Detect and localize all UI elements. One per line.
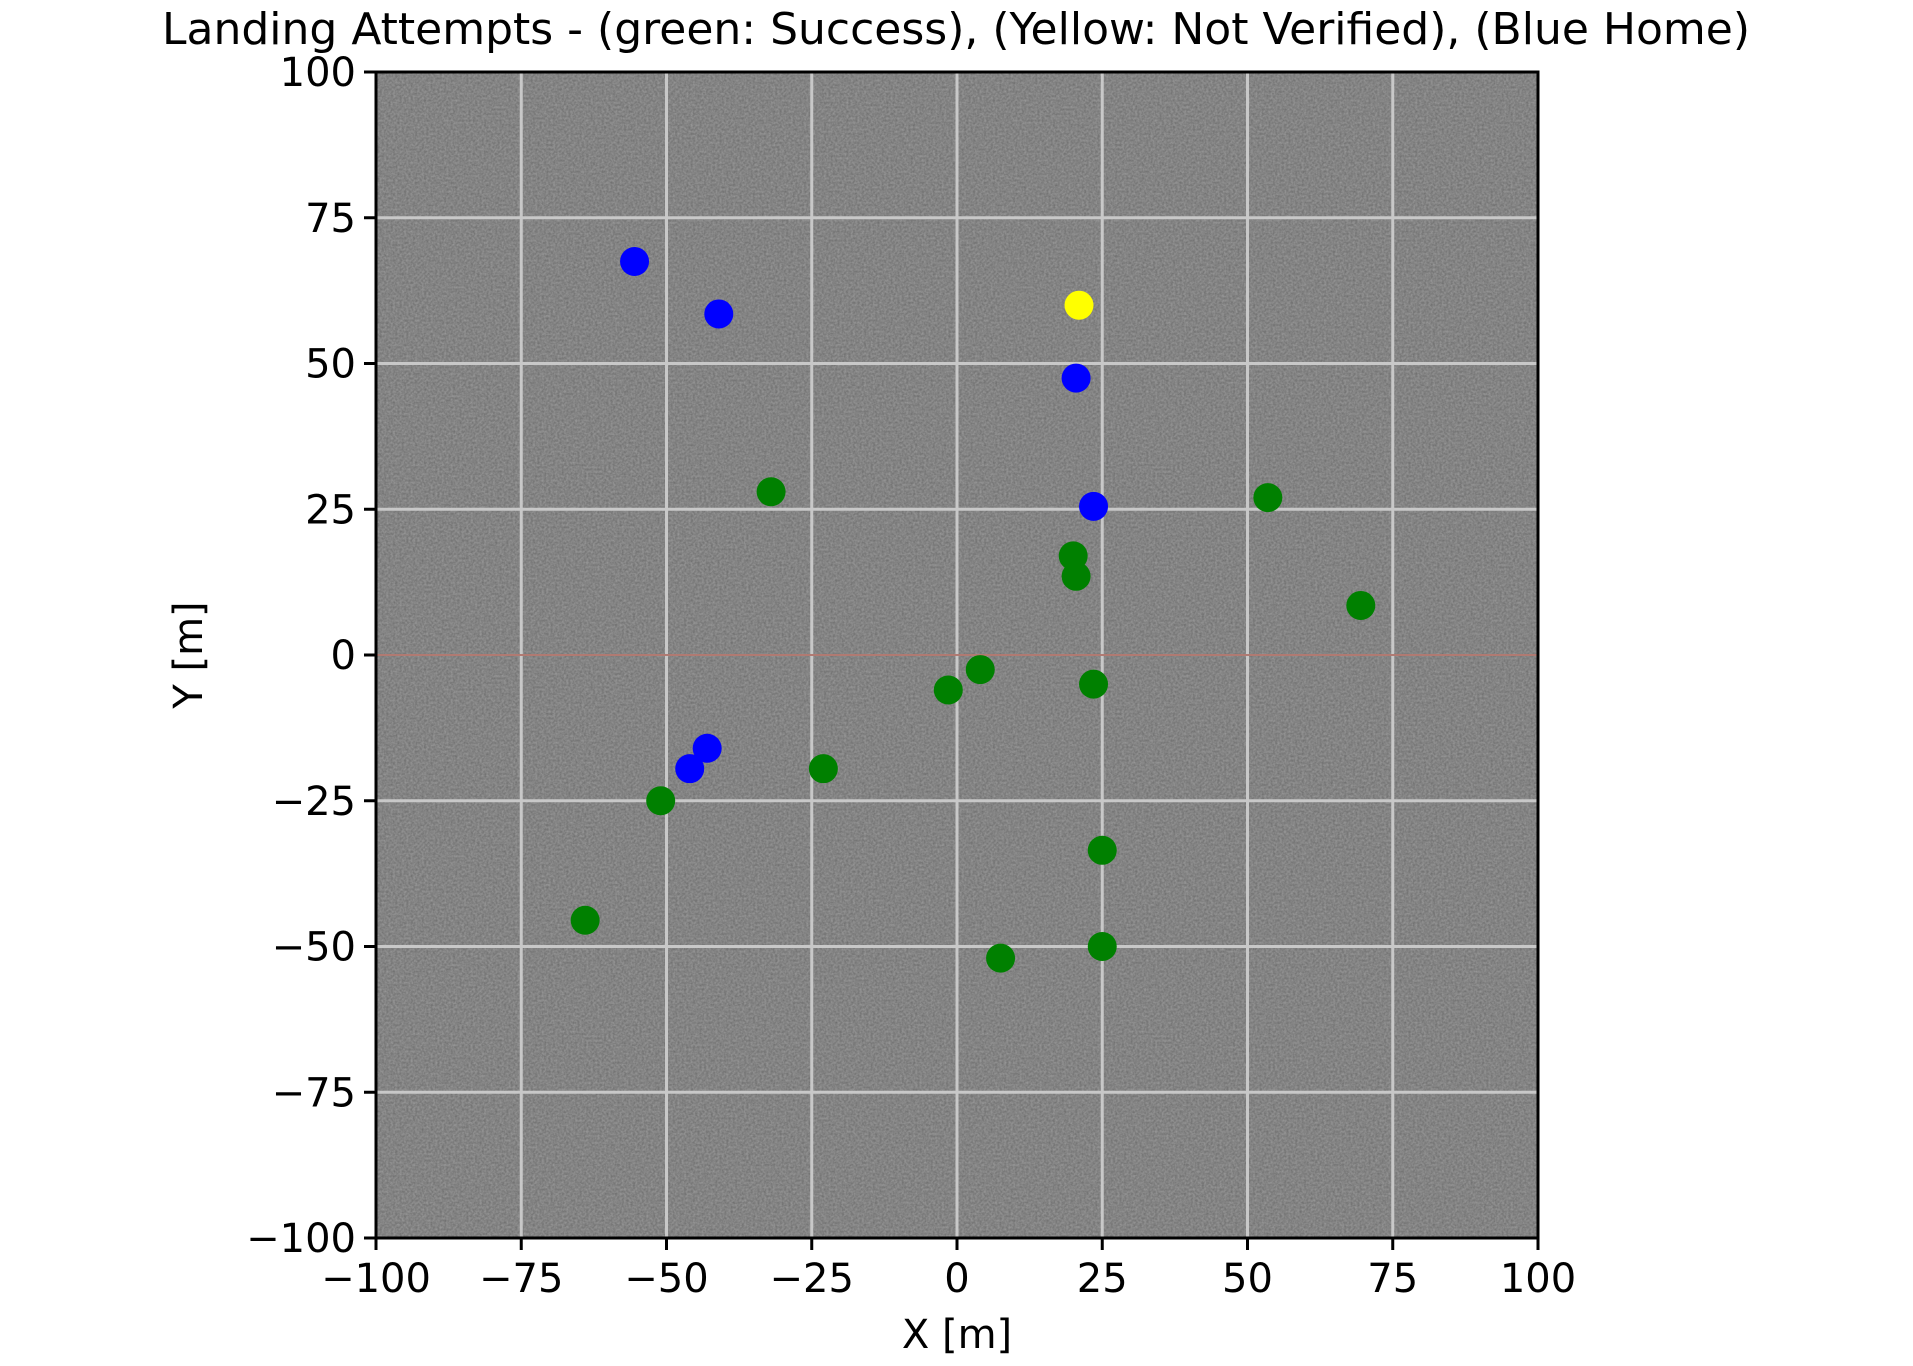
scatter-point <box>620 246 650 276</box>
scatter-point <box>1079 669 1109 699</box>
y-tick-label: −100 <box>246 1216 356 1262</box>
plot-area <box>374 70 1540 1240</box>
y-tick-label: 50 <box>305 342 356 388</box>
scatter-point <box>1079 491 1109 521</box>
x-axis-label: X [m] <box>902 1312 1012 1358</box>
y-tick-label: −50 <box>272 925 356 971</box>
scatter-point <box>965 655 995 685</box>
x-tick-label: −50 <box>624 1256 708 1302</box>
x-tick-label: −25 <box>770 1256 854 1302</box>
scatter-point <box>1061 561 1091 591</box>
y-tick-label: −75 <box>272 1070 356 1116</box>
x-tick-label: −100 <box>321 1256 431 1302</box>
scatter-point <box>692 733 722 763</box>
scatter-point <box>570 905 600 935</box>
x-tick-label: 50 <box>1222 1256 1273 1302</box>
scatter-point <box>1253 483 1283 513</box>
y-tick-label: 75 <box>305 196 356 242</box>
x-tick-label: 25 <box>1077 1256 1128 1302</box>
scatter-point <box>704 299 734 329</box>
scatter-point <box>1087 932 1117 961</box>
x-tick-label: 0 <box>944 1256 969 1302</box>
y-axis-label: Y [m] <box>166 601 212 709</box>
chart-title: Landing Attempts - (green: Success), (Ye… <box>162 4 1750 55</box>
x-tick-label: −75 <box>479 1256 563 1302</box>
y-tick-label: 25 <box>305 487 356 533</box>
y-tick-label: 100 <box>280 50 356 96</box>
x-tick-label: 100 <box>1500 1256 1576 1302</box>
x-tick-label: 75 <box>1367 1256 1418 1302</box>
scatter-point <box>1061 363 1091 393</box>
scatter-point <box>675 754 705 784</box>
y-tick-label: 0 <box>331 633 356 679</box>
scatter-point <box>1064 290 1094 320</box>
scatter-point <box>1087 835 1117 865</box>
y-axis-ticks: −100 −75 −50 −25 0 25 50 75 100 <box>246 50 376 1262</box>
y-tick-label: −25 <box>272 779 356 825</box>
scatter-point <box>756 477 786 507</box>
scatter-points <box>570 246 1376 973</box>
x-axis-ticks: −100 −75 −50 −25 0 25 50 75 100 <box>321 1238 1576 1302</box>
scatter-point <box>646 786 676 816</box>
scatter-point <box>1346 590 1376 620</box>
scatter-point <box>986 943 1016 973</box>
scatter-point <box>808 754 838 784</box>
scatter-point <box>933 675 963 705</box>
